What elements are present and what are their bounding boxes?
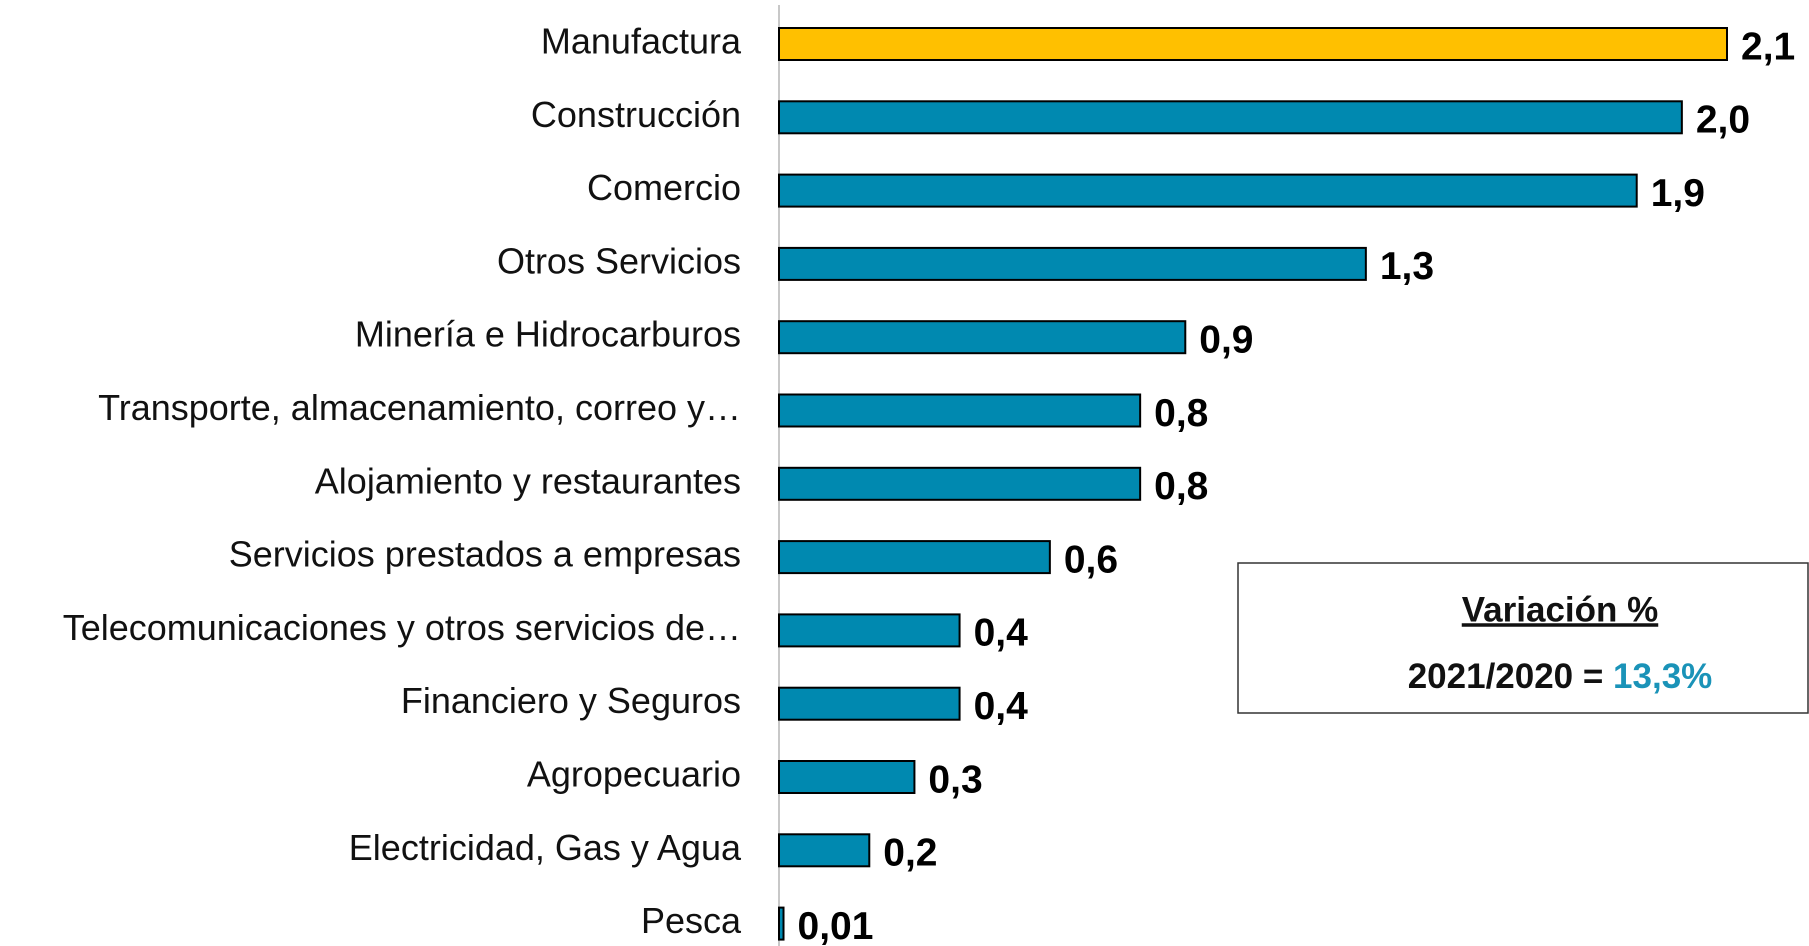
bar: [778, 833, 871, 868]
value-label: 2,0: [1696, 99, 1750, 142]
bar: [778, 540, 1051, 575]
category-label: Transporte, almacenamiento, correo y…: [98, 387, 741, 428]
value-label: 0,01: [798, 905, 874, 946]
category-label: Electricidad, Gas y Agua: [349, 827, 742, 868]
value-label: 0,6: [1064, 538, 1118, 581]
annotation-highlight: 13,3%: [1613, 657, 1712, 696]
bar: [778, 393, 1142, 428]
value-label: 0,8: [1154, 465, 1208, 508]
category-label: Manufactura: [541, 21, 742, 62]
value-label: 1,9: [1651, 172, 1705, 215]
bar: [778, 100, 1683, 135]
bar: [778, 466, 1142, 501]
value-label: 2,1: [1741, 25, 1795, 68]
bar: [778, 246, 1367, 281]
category-label: Alojamiento y restaurantes: [315, 460, 741, 501]
value-label: 0,4: [974, 612, 1029, 655]
bar: [778, 760, 916, 794]
category-label: Minería e Hidrocarburos: [355, 314, 741, 355]
value-label: 0,3: [928, 758, 982, 801]
annotation-label: 2021/2020 =: [1408, 657, 1613, 696]
value-label: 0,9: [1199, 318, 1253, 361]
category-label: Financiero y Seguros: [401, 680, 741, 721]
category-label: Servicios prestados a empresas: [229, 534, 741, 575]
bar: [778, 906, 785, 941]
annotation-title: Variación %: [1462, 590, 1658, 629]
bar: [778, 613, 961, 648]
bar: [778, 686, 961, 721]
bar: [778, 27, 1728, 61]
category-label: Agropecuario: [527, 754, 741, 795]
bar: [778, 173, 1638, 208]
value-label: 1,3: [1380, 245, 1434, 288]
bar: [778, 320, 1187, 355]
category-label: Telecomunicaciones y otros servicios de…: [63, 607, 741, 648]
value-label: 0,4: [974, 685, 1029, 728]
category-label: Otros Servicios: [497, 240, 741, 281]
category-label: Construcción: [531, 94, 741, 135]
annotation-box: [1237, 562, 1809, 714]
annotation-text: 2021/2020 = 13,3%: [1408, 657, 1713, 696]
value-label: 0,2: [883, 832, 937, 875]
category-label: Comercio: [587, 167, 741, 208]
category-label: Pesca: [641, 900, 742, 941]
value-label: 0,8: [1154, 392, 1208, 435]
